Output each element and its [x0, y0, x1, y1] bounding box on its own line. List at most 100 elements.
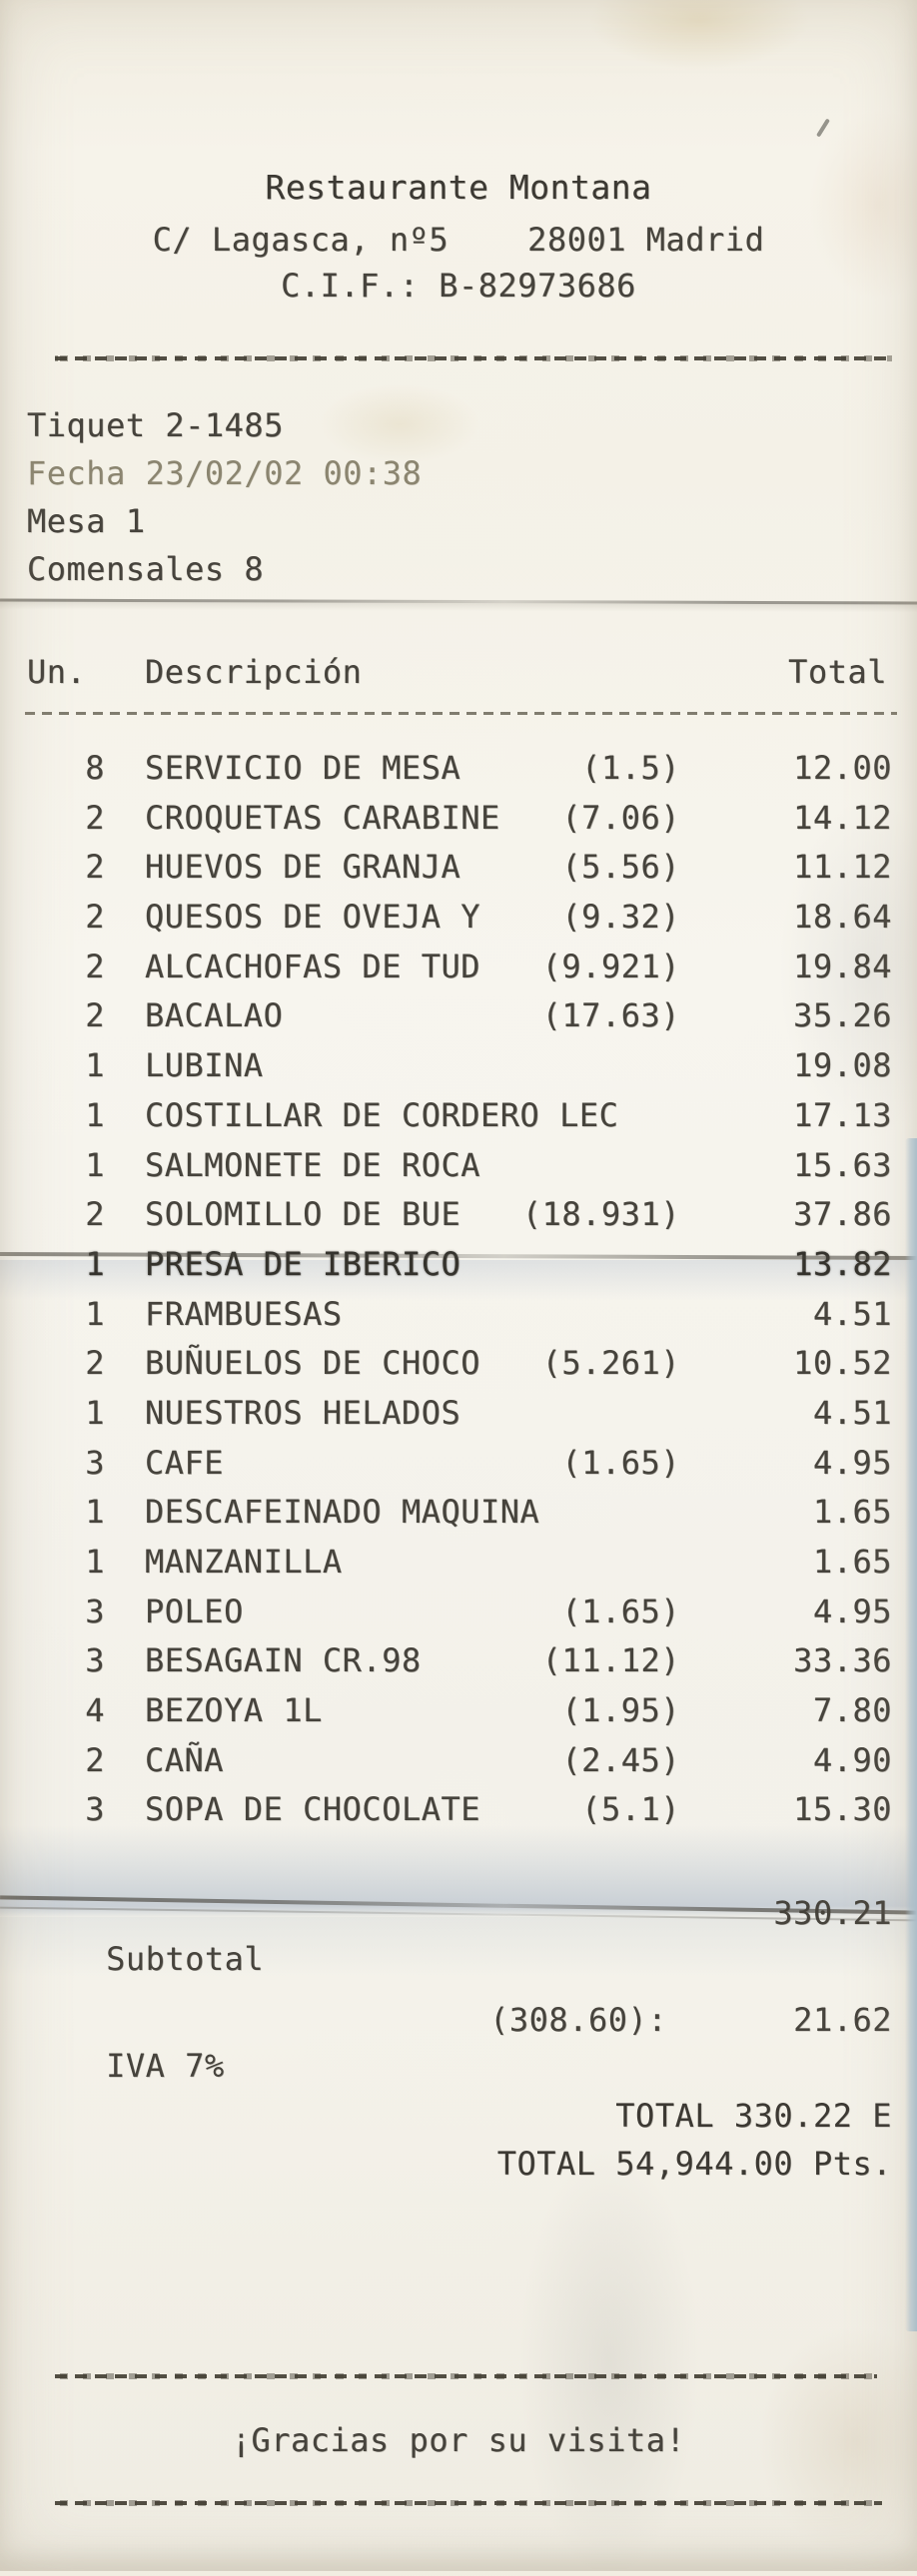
- item-qty: 3: [85, 1443, 105, 1482]
- item-total: 4.95: [812, 1592, 892, 1630]
- item-total: 4.90: [812, 1740, 892, 1779]
- item-qty: 1: [85, 1145, 105, 1184]
- item-description: BESAGAIN CR.98: [145, 1641, 422, 1680]
- item-qty: 1: [85, 1543, 105, 1581]
- item-row: 2 CAÑA (2.45) 4.90: [27, 1736, 892, 1786]
- item-row: 2 SOLOMILLO DE BUE (18.931) 37.86: [27, 1190, 892, 1240]
- item-unit-price: (9.921): [541, 947, 680, 985]
- item-description: COSTILLAR DE CORDERO LEC: [145, 1095, 619, 1134]
- item-row: 1 COSTILLAR DE CORDERO LEC 17.13: [27, 1091, 892, 1141]
- item-total: 12.00: [793, 749, 892, 787]
- subtotal-label: Subtotal: [106, 1940, 265, 1978]
- item-row: 3 POLEO (1.65) 4.95: [27, 1588, 892, 1637]
- item-row: 1 LUBINA 19.08: [27, 1041, 892, 1091]
- item-unit-price: (2.45): [561, 1740, 680, 1779]
- restaurant-cif: C.I.F.: B-82973686: [281, 267, 636, 305]
- item-total: 15.63: [793, 1145, 892, 1184]
- item-total: 13.82: [793, 1244, 892, 1283]
- separator-footer-bottom: [55, 2500, 882, 2507]
- item-row: 3 SOPA DE CHOCOLATE (5.1) 15.30: [27, 1785, 892, 1835]
- item-row: 2 QUESOS DE OVEJA Y (9.32) 18.64: [27, 893, 892, 943]
- item-row: 2 BACALAO (17.63) 35.26: [27, 991, 892, 1041]
- subtotal-amount: 330.21: [773, 1894, 892, 1932]
- item-total: 33.36: [793, 1641, 892, 1680]
- total-euros: TOTAL 330.22 E: [615, 2097, 892, 2135]
- item-qty: 8: [85, 749, 105, 787]
- item-row: 2 HUEVOS DE GRANJA (5.56) 11.12: [27, 843, 892, 893]
- separator-top: [55, 355, 892, 362]
- item-unit-price: (1.65): [561, 1443, 680, 1482]
- item-unit-price: (1.5): [581, 749, 680, 787]
- item-description: MANZANILLA: [145, 1543, 343, 1581]
- item-unit-price: (5.1): [581, 1790, 680, 1829]
- separator-columns: [25, 712, 897, 716]
- item-qty: 2: [85, 898, 105, 937]
- item-unit-price: (17.63): [541, 996, 680, 1035]
- item-qty: 2: [85, 1344, 105, 1383]
- item-description: QUESOS DE OVEJA Y: [145, 898, 481, 937]
- item-qty: 1: [85, 1244, 105, 1283]
- item-description: BUÑUELOS DE CHOCO: [145, 1344, 481, 1383]
- item-total: 37.86: [793, 1195, 892, 1234]
- item-total: 4.51: [812, 1294, 892, 1333]
- item-total: 4.95: [812, 1443, 892, 1482]
- item-qty: 2: [85, 996, 105, 1035]
- item-description: SOLOMILLO DE BUE: [145, 1195, 461, 1234]
- item-unit-price: (1.65): [561, 1592, 680, 1630]
- separator-footer-top: [55, 2373, 877, 2380]
- item-description: CAÑA: [145, 1740, 225, 1779]
- paper-stain: [589, 0, 809, 70]
- item-qty: 1: [85, 1294, 105, 1333]
- item-total: 14.12: [793, 798, 892, 837]
- fold-crease-line: [0, 598, 917, 613]
- item-description: FRAMBUESAS: [145, 1294, 343, 1333]
- item-row: 1 PRESA DE IBERICO 13.82: [27, 1240, 892, 1290]
- item-row: 2 BUÑUELOS DE CHOCO (5.261) 10.52: [27, 1339, 892, 1389]
- item-row: 1 NUESTROS HELADOS 4.51: [27, 1389, 892, 1439]
- item-total: 1.65: [812, 1543, 892, 1581]
- item-total: 10.52: [793, 1344, 892, 1383]
- item-total: 19.08: [793, 1046, 892, 1085]
- item-description: PRESA DE IBERICO: [145, 1244, 461, 1283]
- item-total: 17.13: [793, 1095, 892, 1134]
- ticket-guests: Comensales 8: [27, 550, 265, 588]
- item-qty: 3: [85, 1790, 105, 1829]
- item-row: 1 SALMONETE DE ROCA 15.63: [27, 1141, 892, 1191]
- ticket-date: Fecha 23/02/02 00:38: [27, 454, 423, 492]
- item-total: 35.26: [793, 996, 892, 1035]
- item-unit-price: (5.261): [541, 1344, 680, 1383]
- item-qty: 1: [85, 1095, 105, 1134]
- item-qty: 1: [85, 1393, 105, 1432]
- item-qty: 2: [85, 1195, 105, 1234]
- item-total: 11.12: [793, 848, 892, 887]
- item-unit-price: (5.56): [561, 848, 680, 887]
- item-total: 1.65: [812, 1493, 892, 1532]
- item-row: 1 MANZANILLA 1.65: [27, 1538, 892, 1588]
- item-row: 2 ALCACHOFAS DE TUD (9.921) 19.84: [27, 943, 892, 992]
- item-row: 1 FRAMBUESAS 4.51: [27, 1290, 892, 1340]
- item-total: 15.30: [793, 1790, 892, 1829]
- item-description: SERVICIO DE MESA: [145, 749, 461, 787]
- restaurant-address: C/ Lagasca, nº5 28001 Madrid: [152, 221, 765, 259]
- item-qty: 4: [85, 1691, 105, 1730]
- tax-label: IVA 7%: [106, 2047, 225, 2085]
- ticket-table: Mesa 1: [27, 502, 146, 540]
- item-row: 3 CAFE (1.65) 4.95: [27, 1439, 892, 1489]
- item-description: CAFE: [145, 1443, 225, 1482]
- item-description: HUEVOS DE GRANJA: [145, 848, 461, 887]
- item-total: 18.64: [793, 898, 892, 937]
- item-description: NUESTROS HELADOS: [145, 1393, 461, 1432]
- item-qty: 3: [85, 1641, 105, 1680]
- item-qty: 1: [85, 1046, 105, 1085]
- item-row: 2 CROQUETAS CARABINE (7.06) 14.12: [27, 794, 892, 844]
- item-unit-price: (1.95): [561, 1691, 680, 1730]
- item-row: 4 BEZOYA 1L (1.95) 7.80: [27, 1686, 892, 1736]
- ticket-number: Tiquet 2-1485: [27, 406, 284, 444]
- footer-message: ¡Gracias por su visita!: [231, 2421, 686, 2459]
- item-qty: 1: [85, 1493, 105, 1532]
- item-description: SOPA DE CHOCOLATE: [145, 1790, 481, 1829]
- column-header-description: Descripción: [145, 653, 363, 691]
- item-qty: 3: [85, 1592, 105, 1630]
- item-qty: 2: [85, 947, 105, 985]
- item-description: BEZOYA 1L: [145, 1691, 323, 1730]
